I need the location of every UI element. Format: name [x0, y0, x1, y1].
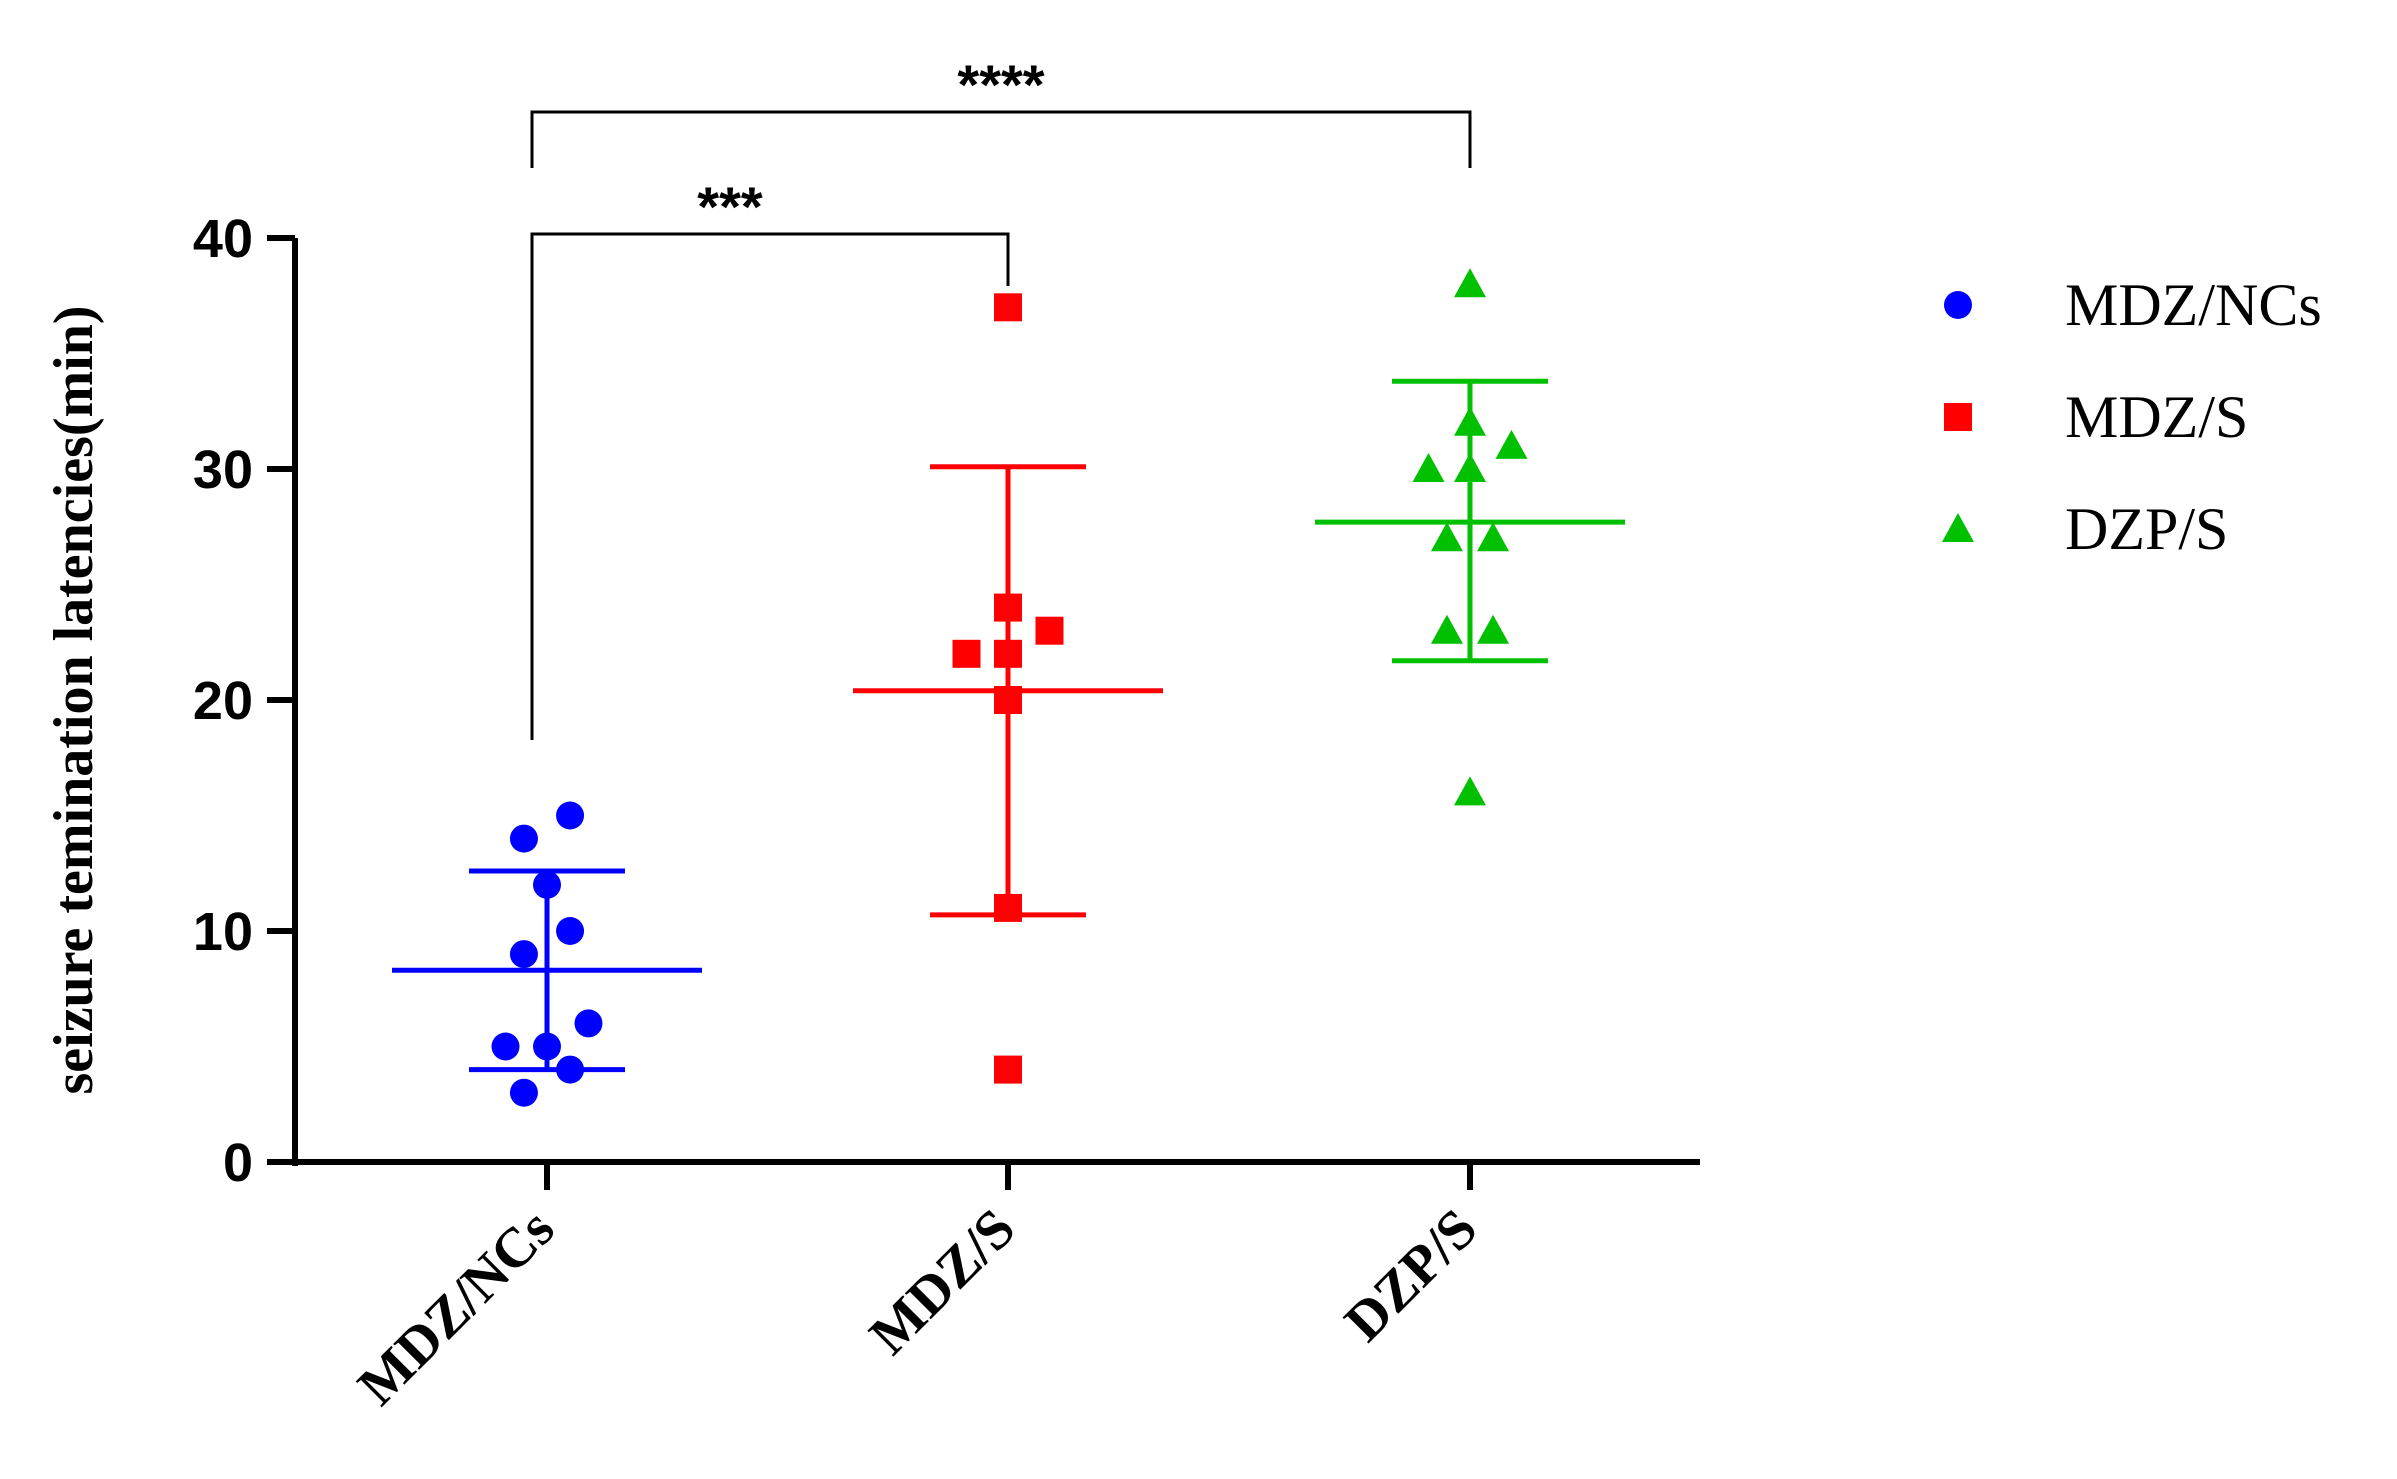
data-point-circle — [491, 1032, 520, 1061]
significance-bracket — [530, 110, 1472, 168]
y-tick-label: 0 — [223, 1133, 253, 1193]
y-tick-label: 30 — [193, 440, 253, 500]
data-point-circle — [556, 917, 585, 945]
data-point-square — [994, 639, 1022, 668]
data-point-triangle — [1477, 614, 1510, 644]
data-point-circle — [509, 824, 538, 853]
data-point-circle — [533, 1032, 561, 1061]
legend-marker-square — [1944, 403, 1972, 431]
significance-label: *** — [697, 175, 763, 238]
data-point-circle — [556, 1055, 585, 1084]
legend-marker-triangle — [1942, 513, 1974, 542]
data-point-circle — [574, 1009, 603, 1038]
data-point-circle — [509, 1078, 538, 1107]
x-tick-label: MDZ/NCs — [346, 1197, 566, 1417]
data-point-circle — [533, 870, 561, 899]
legend-label: DZP/S — [2065, 496, 2228, 562]
x-tick-label: MDZ/S — [858, 1197, 1027, 1366]
data-point-square — [994, 686, 1022, 714]
legend-label: MDZ/S — [2065, 384, 2248, 450]
y-tick-label: 10 — [193, 902, 253, 962]
data-point-square — [1035, 616, 1064, 645]
significance-bracket — [530, 232, 1010, 740]
data-point-triangle — [1477, 522, 1510, 552]
data-point-square — [994, 293, 1022, 322]
y-tick-label: 40 — [193, 209, 253, 269]
data-point-circle — [509, 940, 538, 969]
y-axis-label: seizure temination latencies(min) — [43, 305, 105, 1094]
data-point-square — [994, 593, 1022, 622]
significance-label: **** — [957, 53, 1044, 116]
data-point-triangle — [1454, 406, 1486, 436]
legend-label: MDZ/NCs — [2065, 272, 2322, 338]
data-point-square — [994, 1055, 1022, 1084]
data-point-triangle — [1454, 453, 1486, 482]
data-point-square — [994, 893, 1022, 922]
data-point-square — [952, 639, 981, 668]
x-tick-label: DZP/S — [1333, 1197, 1489, 1353]
data-point-triangle — [1430, 614, 1463, 644]
y-tick-label: 20 — [193, 671, 253, 731]
legend-marker-circle — [1944, 291, 1972, 319]
data-point-triangle — [1412, 453, 1445, 482]
data-point-triangle — [1454, 776, 1486, 806]
data-point-triangle — [1495, 429, 1528, 459]
data-point-circle — [556, 801, 585, 830]
data-point-triangle — [1430, 522, 1463, 552]
data-point-triangle — [1454, 268, 1486, 298]
